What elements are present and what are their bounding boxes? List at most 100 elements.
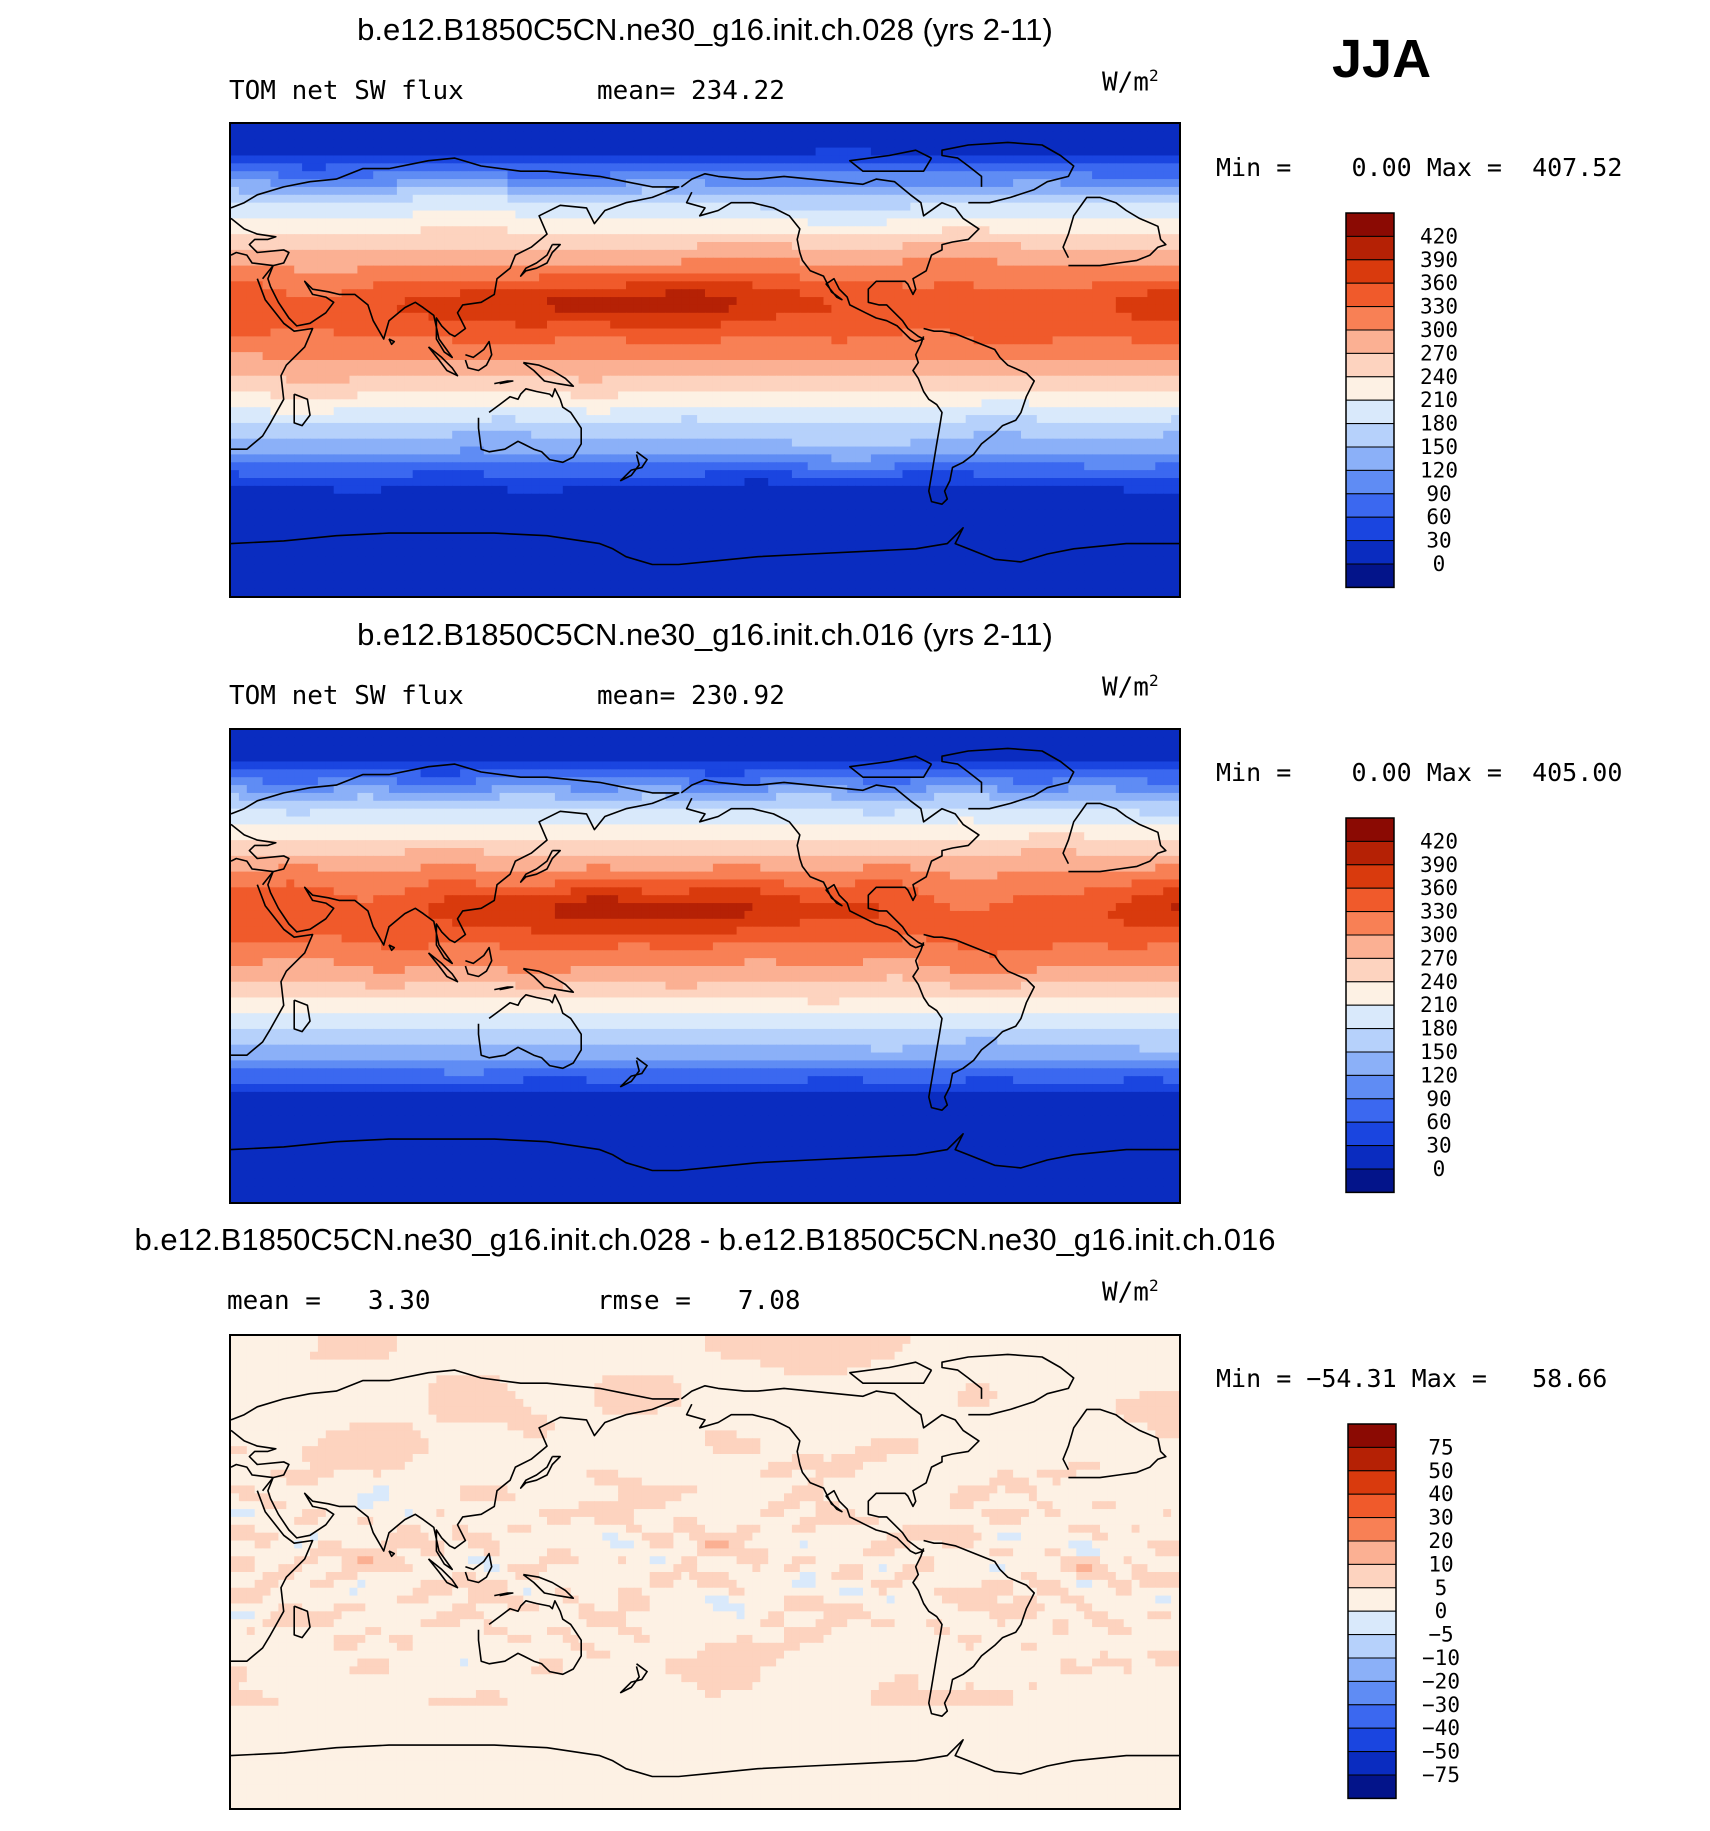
field-cell: [957, 383, 967, 393]
field-cell: [894, 131, 904, 141]
field-cell: [594, 360, 603, 369]
field-cell: [389, 304, 398, 314]
field-cell: [483, 131, 493, 141]
field-cell: [1013, 131, 1022, 141]
field-cell: [396, 124, 406, 133]
field-cell: [570, 257, 580, 267]
field-cell: [720, 186, 730, 196]
field-cell: [657, 289, 667, 298]
field-cell: [942, 304, 951, 314]
field-cell: [791, 360, 801, 369]
field-cell: [1060, 179, 1069, 188]
field-cell: [697, 297, 706, 306]
field-cell: [910, 415, 919, 424]
field-cell: [981, 171, 990, 180]
field-cell: [491, 242, 501, 251]
field-cell: [894, 430, 904, 440]
field-cell: [444, 383, 453, 393]
field-cell: [365, 383, 374, 393]
field-cell: [594, 257, 603, 267]
field-cell: [870, 139, 880, 149]
field-cell: [570, 147, 580, 157]
field-cell: [728, 131, 738, 141]
field-cell: [341, 194, 351, 204]
field-cell: [681, 383, 690, 393]
field-cell: [341, 422, 351, 432]
field-cell: [1013, 281, 1022, 290]
field-cell: [325, 446, 335, 455]
field-cell: [1028, 399, 1038, 408]
field-cell: [1076, 257, 1085, 267]
field-cell: [681, 422, 690, 432]
field-cell: [507, 155, 516, 164]
field-cell: [649, 194, 659, 204]
field-cell: [586, 446, 595, 455]
field-cell: [1131, 352, 1141, 361]
field-cell: [1076, 179, 1085, 188]
field-cell: [404, 391, 414, 400]
field-cell: [294, 352, 303, 361]
field-cell: [641, 360, 651, 369]
field-cell: [878, 226, 888, 235]
field-cell: [278, 415, 287, 424]
field-cell: [618, 367, 627, 377]
field-cell: [499, 344, 509, 353]
field-cell: [491, 257, 501, 267]
field-cell: [389, 352, 398, 361]
field-cell: [799, 391, 809, 400]
field-cell: [515, 367, 524, 377]
field-cell: [594, 163, 603, 172]
field-cell: [768, 352, 777, 361]
field-cell: [1155, 171, 1164, 180]
field-cell: [768, 265, 777, 275]
field-cell: [665, 218, 674, 227]
field-cell: [246, 297, 256, 306]
field-cell: [831, 155, 840, 164]
field-cell: [1139, 407, 1148, 416]
field-cell: [460, 265, 469, 275]
field-cell: [626, 430, 635, 440]
field-cell: [870, 336, 880, 345]
field-cell: [689, 147, 698, 157]
field-cell: [847, 226, 856, 235]
field-cell: [404, 344, 414, 353]
field-cell: [1123, 407, 1133, 416]
field-cell: [515, 352, 524, 361]
field-cell: [618, 360, 627, 369]
field-cell: [562, 320, 572, 330]
field-cell: [815, 415, 825, 424]
field-cell: [531, 273, 540, 282]
field-cell: [831, 131, 840, 141]
field-cell: [1100, 297, 1109, 306]
field-cell: [1021, 163, 1030, 172]
field-cell: [926, 242, 935, 251]
field-cell: [436, 265, 445, 275]
field-cell: [460, 218, 469, 227]
field-cell: [1131, 297, 1141, 306]
field-cell: [578, 320, 588, 330]
field-cell: [278, 210, 287, 219]
field-cell: [594, 399, 603, 408]
field-cell: [404, 312, 414, 322]
field-cell: [633, 281, 643, 290]
field-cell: [373, 242, 382, 251]
field-cell: [357, 336, 366, 345]
field-cell: [633, 234, 643, 243]
field-cell: [475, 367, 485, 377]
field-cell: [1005, 257, 1014, 267]
field-cell: [231, 257, 240, 267]
field-cell: [697, 430, 706, 440]
field-cell: [957, 415, 967, 424]
field-cell: [1068, 249, 1077, 259]
field-cell: [736, 336, 746, 345]
field-cell: [1060, 328, 1069, 337]
field-cell: [1147, 171, 1156, 180]
field-cell: [254, 407, 264, 416]
field-cell: [373, 304, 382, 314]
field-cell: [776, 163, 785, 172]
field-cell: [1005, 352, 1014, 361]
field-cell: [1171, 273, 1179, 282]
field-cell: [452, 186, 461, 196]
field-cell: [1036, 273, 1046, 282]
field-cell: [562, 234, 572, 243]
